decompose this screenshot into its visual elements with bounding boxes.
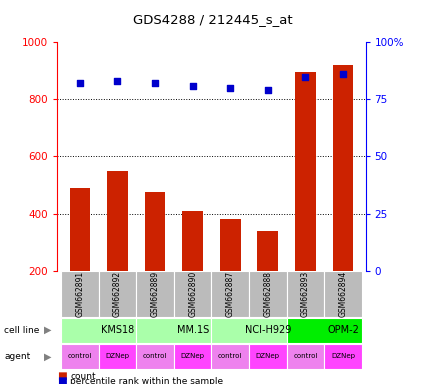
Text: GSM662887: GSM662887 bbox=[226, 271, 235, 317]
Text: GSM662889: GSM662889 bbox=[150, 271, 159, 317]
Text: OPM-2: OPM-2 bbox=[327, 325, 359, 335]
Point bbox=[302, 73, 309, 79]
Bar bbox=[136, 344, 174, 369]
Text: GSM662892: GSM662892 bbox=[113, 271, 122, 317]
Bar bbox=[174, 344, 211, 369]
Point bbox=[340, 71, 346, 77]
Text: GDS4288 / 212445_s_at: GDS4288 / 212445_s_at bbox=[133, 13, 292, 26]
Bar bbox=[174, 271, 211, 317]
Text: KMS18: KMS18 bbox=[101, 325, 134, 335]
Text: ■: ■ bbox=[57, 371, 67, 381]
Text: GSM662888: GSM662888 bbox=[264, 271, 272, 317]
Point bbox=[227, 85, 234, 91]
Point bbox=[264, 87, 271, 93]
Text: count: count bbox=[70, 372, 96, 381]
Bar bbox=[286, 271, 324, 317]
Bar bbox=[258, 231, 278, 271]
Text: percentile rank within the sample: percentile rank within the sample bbox=[70, 377, 223, 384]
Text: GSM662891: GSM662891 bbox=[75, 271, 85, 317]
Text: ■: ■ bbox=[57, 376, 67, 384]
Text: GSM662893: GSM662893 bbox=[301, 271, 310, 317]
Text: control: control bbox=[293, 353, 317, 359]
Bar bbox=[99, 344, 136, 369]
Bar bbox=[333, 65, 353, 271]
Point bbox=[189, 83, 196, 89]
Text: cell line: cell line bbox=[4, 326, 40, 335]
Point bbox=[114, 78, 121, 84]
Text: control: control bbox=[143, 353, 167, 359]
Bar bbox=[295, 72, 316, 271]
Text: DZNep: DZNep bbox=[331, 353, 355, 359]
Text: ▶: ▶ bbox=[44, 325, 51, 335]
Text: GSM662894: GSM662894 bbox=[338, 271, 348, 317]
Point bbox=[152, 80, 159, 86]
Bar bbox=[182, 211, 203, 271]
Bar bbox=[61, 271, 99, 317]
Text: DZNep: DZNep bbox=[256, 353, 280, 359]
Bar bbox=[99, 271, 136, 317]
Bar bbox=[286, 318, 362, 343]
Bar bbox=[324, 271, 362, 317]
Bar bbox=[249, 344, 286, 369]
Text: control: control bbox=[218, 353, 242, 359]
Bar bbox=[212, 344, 249, 369]
Text: NCI-H929: NCI-H929 bbox=[245, 325, 291, 335]
Text: DZNep: DZNep bbox=[105, 353, 130, 359]
Text: DZNep: DZNep bbox=[181, 353, 205, 359]
Bar bbox=[70, 188, 90, 271]
Bar bbox=[212, 318, 286, 343]
Point bbox=[76, 80, 83, 86]
Text: agent: agent bbox=[4, 352, 31, 361]
Bar bbox=[107, 171, 128, 271]
Bar bbox=[249, 271, 286, 317]
Text: GSM662890: GSM662890 bbox=[188, 271, 197, 317]
Bar bbox=[324, 344, 362, 369]
Text: control: control bbox=[68, 353, 92, 359]
Bar bbox=[212, 271, 249, 317]
Bar bbox=[136, 271, 174, 317]
Bar bbox=[61, 344, 99, 369]
Bar bbox=[286, 344, 324, 369]
Bar bbox=[61, 318, 136, 343]
Text: ▶: ▶ bbox=[44, 351, 51, 361]
Bar bbox=[220, 219, 241, 271]
Bar bbox=[136, 318, 212, 343]
Bar bbox=[145, 192, 165, 271]
Text: MM.1S: MM.1S bbox=[176, 325, 209, 335]
